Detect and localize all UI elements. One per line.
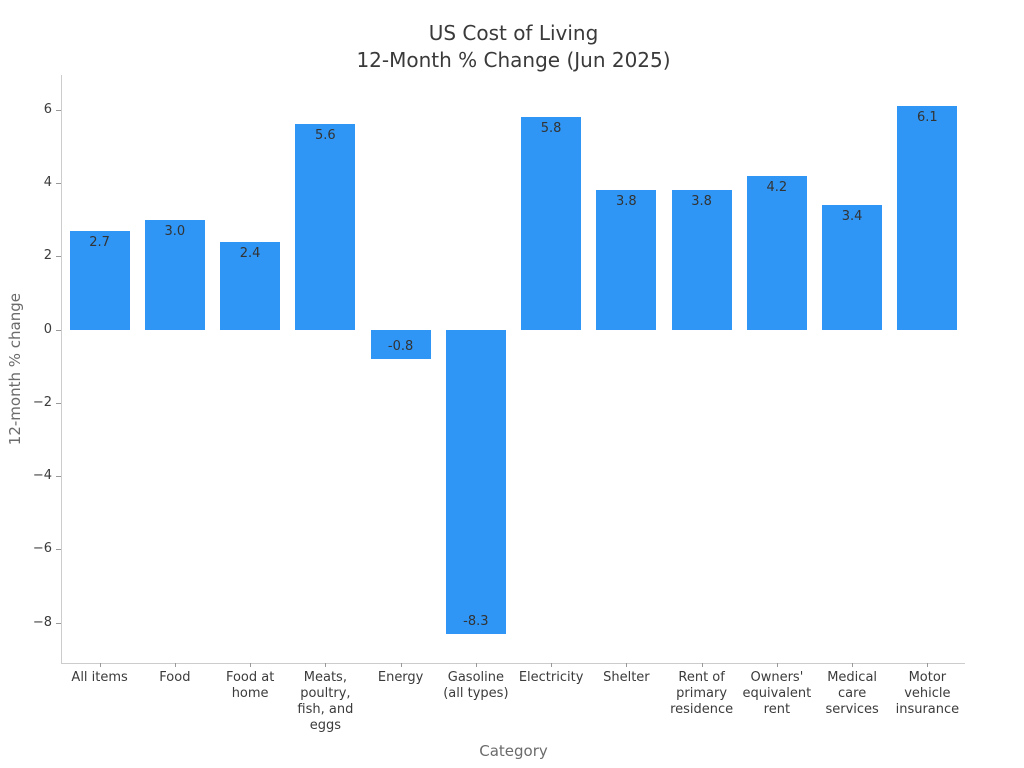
- x-tick-mark: [475, 663, 477, 667]
- bar-value-label: 4.2: [766, 179, 788, 195]
- y-tick-mark: [56, 183, 61, 185]
- y-axis-label-container: 12-month % change: [4, 75, 26, 663]
- y-tick-mark: [56, 109, 61, 111]
- x-tick-label: All items: [71, 670, 128, 685]
- x-tick-label: Food: [159, 670, 191, 685]
- bar: [671, 190, 732, 330]
- bar-value-label: 3.8: [691, 194, 712, 210]
- y-tick-label: −4: [32, 468, 52, 484]
- x-tick-label: Medical care services: [825, 670, 879, 717]
- y-tick-mark: [56, 402, 61, 404]
- y-tick-mark: [56, 476, 61, 478]
- x-tick-mark: [250, 663, 252, 667]
- bar: [144, 219, 205, 330]
- x-tick-label: Food at home: [225, 670, 275, 701]
- bar: [69, 230, 130, 330]
- bar-value-label: -8.3: [463, 613, 489, 629]
- bar: [295, 124, 356, 330]
- bar: [897, 106, 958, 330]
- bar-value-label: 2.7: [89, 234, 110, 250]
- x-tick-mark: [99, 663, 101, 667]
- x-axis-label: Category: [479, 742, 548, 760]
- chart-title-line1: US Cost of Living: [428, 21, 599, 45]
- bar-value-label: 5.6: [315, 128, 336, 144]
- y-tick-label: 4: [43, 175, 52, 191]
- y-tick-label: −2: [32, 394, 52, 410]
- x-tick-label: Energy: [377, 670, 424, 685]
- bar: [370, 329, 431, 359]
- bar: [822, 205, 883, 330]
- x-tick-label: Meats, poultry, fish, and eggs: [297, 670, 354, 733]
- chart-title: US Cost of Living 12-Month % Change (Jun…: [62, 20, 965, 74]
- bar: [521, 117, 582, 330]
- x-tick-label: Electricity: [518, 670, 584, 685]
- x-tick-mark: [551, 663, 553, 667]
- x-tick-label: Motor vehicle insurance: [895, 670, 960, 717]
- bar-value-label: 3.4: [841, 209, 863, 225]
- x-tick-label: Rent of primary residence: [670, 670, 734, 717]
- y-tick-label: 2: [43, 248, 52, 264]
- x-tick-mark: [325, 663, 327, 667]
- y-tick-label: 0: [43, 321, 52, 337]
- x-tick-mark: [776, 663, 778, 667]
- bar: [596, 190, 657, 330]
- x-tick-mark: [852, 663, 854, 667]
- bar-value-label: 5.8: [540, 121, 562, 137]
- x-tick-mark: [400, 663, 402, 667]
- x-tick-mark: [626, 663, 628, 667]
- bar-value-label: 3.0: [164, 223, 186, 239]
- bar-value-label: -0.8: [387, 338, 414, 354]
- bar-value-label: 3.8: [616, 194, 637, 210]
- chart-title-line2: 12-Month % Change (Jun 2025): [356, 48, 671, 72]
- y-tick-label: −8: [32, 614, 52, 630]
- x-tick-mark: [927, 663, 929, 667]
- y-axis-label: 12-month % change: [6, 292, 24, 446]
- bar: [746, 175, 807, 330]
- bar-value-label: 6.1: [917, 110, 938, 126]
- x-tick-label: Shelter: [603, 670, 650, 685]
- y-axis-line: [61, 75, 62, 663]
- y-tick-mark: [56, 329, 61, 331]
- bar: [220, 241, 281, 330]
- x-axis-line: [61, 663, 965, 664]
- y-tick-label: 6: [43, 101, 52, 117]
- y-tick-label: −6: [32, 541, 52, 557]
- y-tick-mark: [56, 256, 61, 258]
- y-tick-mark: [56, 622, 61, 624]
- bar: [445, 329, 506, 634]
- x-tick-mark: [701, 663, 703, 667]
- x-tick-mark: [174, 663, 176, 667]
- x-tick-label: Owners' equivalent rent: [742, 670, 812, 717]
- y-tick-mark: [56, 549, 61, 551]
- bar-value-label: 2.4: [239, 245, 261, 261]
- x-tick-label: Gasoline (all types): [443, 670, 509, 701]
